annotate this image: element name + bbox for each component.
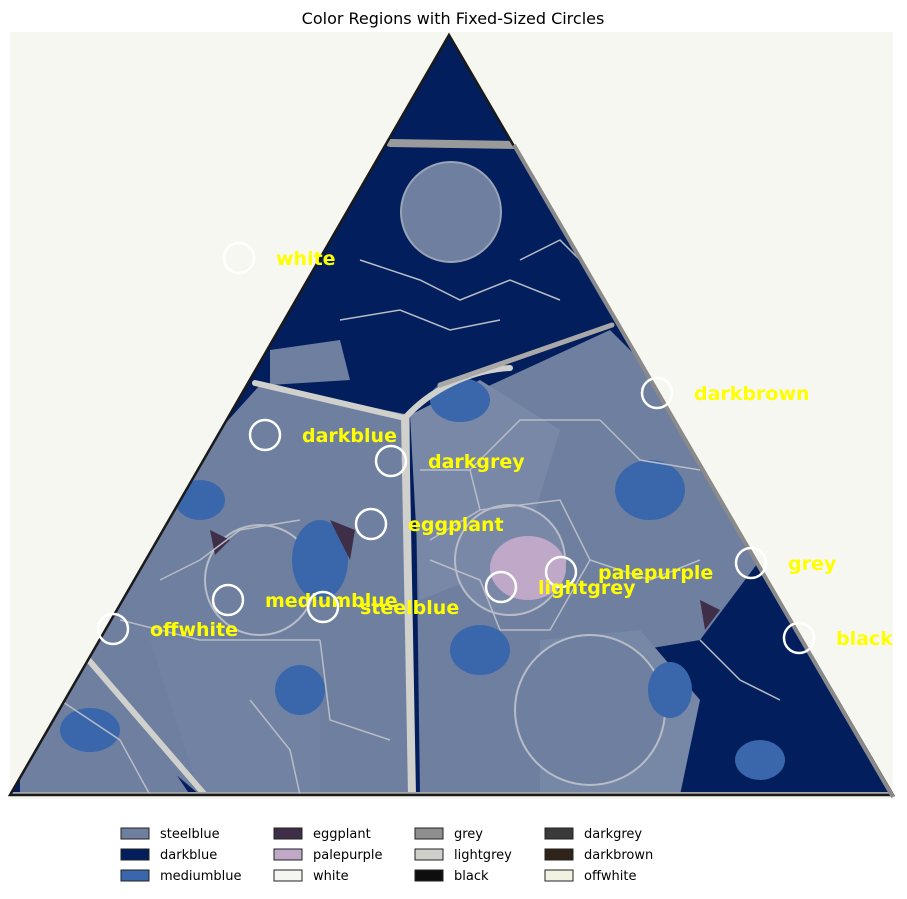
legend-label-eggplant: eggplant [313,827,371,842]
circle-marker-black: black [782,621,893,655]
legend-item-eggplant: eggplant [273,827,371,842]
legend-swatch-lightgrey [414,848,444,861]
legend-label-darkblue: darkblue [160,848,217,863]
legend-item-black: black [414,869,489,884]
legend-item-darkblue: darkblue [120,848,217,863]
legend-swatch-darkbrown [544,848,574,861]
legend-swatch-darkgrey [544,827,574,840]
circle-label-grey: grey [788,553,837,575]
circle-label-offwhite: offwhite [150,619,238,641]
circle-label-darkgrey: darkgrey [428,451,525,473]
legend: steelblue darkblue mediumblue eggplant palep… [120,827,653,884]
legend-label-white: white [313,869,349,884]
legend-item-offwhite: offwhite [544,869,637,884]
legend-swatch-grey [414,827,444,840]
legend-label-steelblue: steelblue [160,827,220,842]
legend-item-grey: grey [414,827,483,842]
circle-marker-darkgrey: darkgrey [374,444,525,478]
legend-item-darkgrey: darkgrey [544,827,642,842]
legend-swatch-darkblue [120,848,150,861]
circle-marker-darkbrown: darkbrown [640,376,810,410]
circle-label-steelblue: steelblue [360,597,459,619]
legend-swatch-mediumblue [120,869,150,882]
legend-item-mediumblue: mediumblue [120,869,242,884]
circle-eggplant [354,507,388,541]
legend-label-grey: grey [454,827,483,842]
legend-swatch-black [414,869,444,882]
circle-marker-palepurple: palepurple [544,555,713,589]
circle-marker-lightgrey: lightgrey [484,570,636,604]
legend-swatch-eggplant [273,827,303,840]
legend-item-lightgrey: lightgrey [414,848,512,863]
legend-label-lightgrey: lightgrey [454,848,512,863]
legend-swatch-steelblue [120,827,150,840]
circle-black [782,621,816,655]
legend-swatch-palepurple [273,848,303,861]
circle-palepurple [544,555,578,589]
chart-title: Color Regions with Fixed-Sized Circles [302,9,605,28]
circle-label-palepurple: palepurple [598,562,713,584]
circle-marker-eggplant: eggplant [354,507,504,541]
circle-label-mediumblue: mediumblue [265,590,398,612]
circle-steelblue [306,590,340,624]
legend-label-mediumblue: mediumblue [160,869,242,884]
circle-marker-grey: grey [734,546,837,580]
legend-label-black: black [454,869,489,884]
legend-swatch-white [273,869,303,882]
circle-label-black: black [836,628,893,650]
circle-marker-white: white [222,241,336,275]
legend-label-offwhite: offwhite [584,869,637,884]
circle-marker-offwhite: offwhite [96,612,238,646]
circle-marker-mediumblue: mediumblue [211,583,398,617]
circle-marker-darkblue: darkblue [248,418,397,452]
circle-label-darkbrown: darkbrown [694,383,810,405]
legend-item-steelblue: steelblue [120,827,220,842]
circle-white [222,241,256,275]
circle-label-lightgrey: lightgrey [538,577,636,599]
circle-offwhite [96,612,130,646]
legend-label-darkgrey: darkgrey [584,827,642,842]
circle-marker-steelblue: steelblue [306,590,459,624]
legend-item-palepurple: palepurple [273,848,383,863]
circle-lightgrey [484,570,518,604]
circle-markers: white darkbrown darkblue darkgrey eggplant pa… [96,241,893,655]
circle-label-white: white [276,248,336,270]
circle-darkbrown [640,376,674,410]
circle-darkgrey [374,444,408,478]
legend-label-palepurple: palepurple [313,848,383,863]
legend-item-darkbrown: darkbrown [544,848,653,863]
circle-label-darkblue: darkblue [302,425,397,447]
legend-swatch-offwhite [544,869,574,882]
circle-grey [734,546,768,580]
circle-darkblue [248,418,282,452]
circle-mediumblue [211,583,245,617]
legend-item-white: white [273,869,349,884]
legend-label-darkbrown: darkbrown [584,848,653,863]
circle-label-eggplant: eggplant [408,514,504,536]
